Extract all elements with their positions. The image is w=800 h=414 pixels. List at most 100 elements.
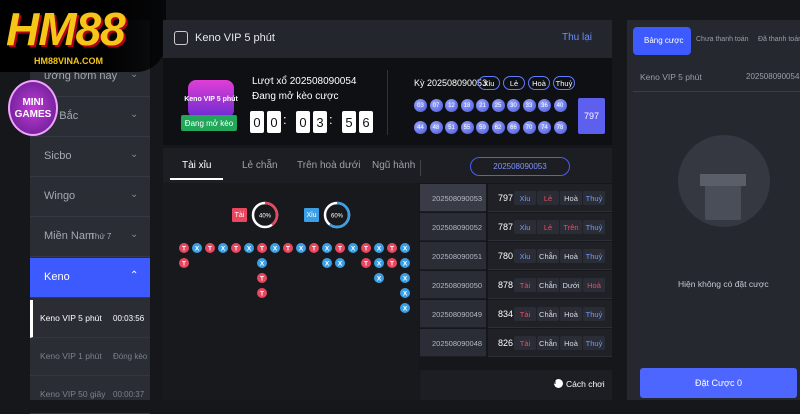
history-tag: Thuỷ — [583, 249, 605, 263]
sidebar-label: Miền Nam — [44, 230, 95, 242]
timer-sep: : — [329, 112, 333, 127]
history-id-cell — [420, 300, 486, 328]
sub-label: Keno VIP 1 phút — [40, 351, 102, 361]
bead-label: X — [247, 245, 252, 252]
sidebar-item[interactable] — [30, 97, 150, 137]
tab[interactable]: Ngũ hành — [372, 160, 416, 171]
status: Đang mở kèo cược — [252, 91, 339, 102]
history-id-cell — [420, 184, 486, 212]
history-tag: Xỉu — [514, 191, 536, 205]
timer-digit: 0 — [267, 111, 281, 133]
bead — [335, 243, 345, 253]
betslip-tab[interactable]: Đã thanh toán — [758, 36, 800, 43]
betslip-tab[interactable]: Bảng cược — [633, 27, 691, 55]
help-link[interactable]: Cách chơi — [566, 379, 605, 389]
bead — [322, 243, 332, 253]
game-icon — [174, 31, 188, 45]
sidebar-note: Thứ 7 — [90, 232, 112, 241]
ring-arc — [251, 201, 279, 229]
history-tag: Hoả — [583, 278, 605, 292]
tab[interactable]: Tài xỉu — [170, 152, 224, 180]
history-tag: Hoà — [560, 249, 582, 263]
betslip-tab[interactable]: Chưa thanh toán — [696, 36, 749, 43]
result-tag: Hoà — [528, 76, 550, 90]
bead-label: X — [403, 260, 408, 267]
road-panel — [163, 183, 419, 400]
bead-label: X — [403, 245, 408, 252]
tab[interactable]: Lẻ chẵn — [242, 160, 278, 171]
sidebar-item[interactable] — [30, 57, 150, 97]
history-tag: Xỉu — [514, 220, 536, 234]
collapse[interactable]: Thu lại — [562, 32, 593, 43]
bead — [296, 243, 306, 253]
history-tag: Hoà — [560, 336, 582, 350]
bead-label: T — [208, 245, 212, 252]
history-period: 202508090048 — [432, 339, 483, 348]
sub-label: Keno VIP 5 phút — [40, 313, 102, 323]
road-svg: 40% 60% T T X T X T X T X T T X T X T X X T X X T T X X X T T X X X X X — [179, 201, 410, 313]
bead — [374, 273, 384, 283]
ball: 78 — [553, 121, 567, 134]
ball: 36 — [538, 99, 551, 112]
logo-site: HM88VINA.COM — [34, 56, 104, 66]
sidebar-item[interactable] — [30, 177, 150, 217]
bead — [400, 273, 410, 283]
bead-label: X — [351, 245, 356, 252]
sidebar-item[interactable] — [30, 137, 150, 177]
ball: 55 — [460, 121, 474, 134]
sidebar-item[interactable] — [30, 258, 150, 298]
period-select[interactable]: 202508090053 — [470, 157, 570, 176]
history-tag: Lẻ — [537, 191, 559, 205]
history-tag: Hoà — [560, 307, 582, 321]
history-tag: Tài — [514, 278, 536, 292]
ring-arc — [323, 201, 351, 229]
ball: 70 — [522, 121, 536, 134]
ball: 25 — [491, 99, 505, 112]
ball: 48 — [429, 121, 443, 134]
bead — [179, 258, 189, 268]
sub-item[interactable] — [30, 338, 150, 376]
history-tag: Chẵn — [537, 307, 559, 321]
history-tag: Xỉu — [514, 249, 536, 263]
timer-digit: 0 — [296, 111, 310, 133]
history-id-cell — [420, 242, 486, 270]
chevron: ⌄ — [130, 109, 139, 120]
bead-label: T — [182, 245, 186, 252]
history-tag: Thuỷ — [583, 220, 605, 234]
bead — [205, 243, 215, 253]
bead — [361, 243, 371, 253]
ball: 30 — [507, 99, 520, 112]
empty-box — [705, 184, 741, 220]
history-tag: Chẵn — [537, 278, 559, 292]
chevron: ⌄ — [130, 229, 139, 240]
bead-label: T — [390, 245, 394, 252]
sidebar — [30, 20, 150, 400]
tab[interactable]: Trên hoà dưới — [297, 160, 361, 171]
sub-item[interactable] — [30, 300, 150, 338]
bead — [387, 243, 397, 253]
bead — [361, 258, 371, 268]
history-tag: Hoà — [560, 191, 582, 205]
bead — [400, 303, 410, 313]
period: Kỳ 202508090053 — [414, 78, 488, 88]
badge: MINI GAMES — [8, 80, 58, 136]
sidebar-label: Keno — [44, 271, 70, 283]
betslip-period: 202508090054 — [746, 72, 800, 81]
open-button[interactable]: Đang mở kèo — [181, 115, 237, 131]
chevron: ⌄ — [130, 189, 139, 200]
ball: 03 — [414, 99, 427, 112]
betslip-row — [633, 64, 800, 92]
ring-label: 60% — [331, 214, 344, 220]
history-period: 202508090053 — [432, 194, 483, 203]
bet-button[interactable]: Đặt Cược 0 — [640, 368, 797, 398]
empty-lid — [700, 174, 746, 186]
sidebar-item[interactable] — [30, 217, 150, 257]
timer-digit: 3 — [313, 111, 327, 133]
bead-label: T — [286, 245, 290, 252]
game-title: Keno VIP 5 phút — [195, 32, 275, 44]
ball: 40 — [553, 99, 567, 112]
bead-label: X — [325, 260, 330, 267]
ball: 59 — [476, 121, 489, 134]
bead-label: X — [338, 260, 343, 267]
